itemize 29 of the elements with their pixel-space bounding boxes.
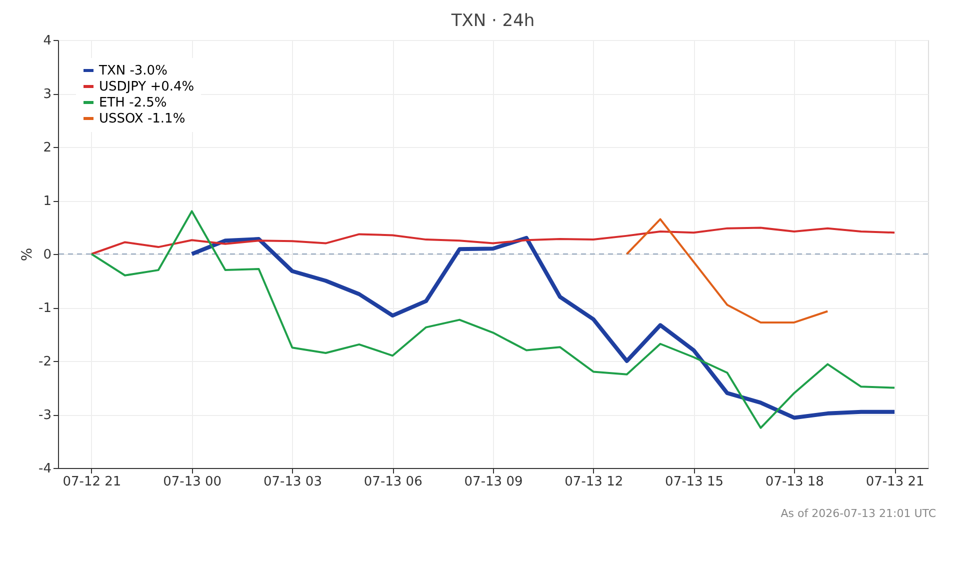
chart-title: TXN · 24h <box>450 11 535 31</box>
line-series <box>626 218 829 324</box>
y-axis-title: % <box>20 248 36 262</box>
x-tick-label: 07-13 03 <box>264 474 322 490</box>
y-tick-label: -2 <box>38 354 52 370</box>
legend-label: TXN -3.0% <box>98 64 168 78</box>
legend-label: USDJPY +0.4% <box>99 80 194 94</box>
y-tick-label: 0 <box>43 248 52 262</box>
text: As of 2026-07-13 21:01 UTC <box>780 507 936 520</box>
y-tick-label: 2 <box>43 140 52 156</box>
x-tick-label: 07-13 18 <box>765 474 824 490</box>
y-tick-label: -4 <box>38 462 52 476</box>
x-tick-label: 07-13 12 <box>564 474 624 490</box>
y-tick-label: -1 <box>38 301 52 316</box>
y-tick-label: 3 <box>43 87 52 102</box>
x-tick-label: 07-13 09 <box>464 474 523 490</box>
y-tick-label: 4 <box>43 34 52 48</box>
line-series <box>190 236 897 420</box>
legend-label: ETH -2.5% <box>99 96 167 110</box>
line-series <box>90 210 896 429</box>
y-tick-label: 1 <box>43 194 52 209</box>
x-tick-label: 07-13 15 <box>665 474 724 490</box>
x-tick-label: 07-13 21 <box>866 474 924 490</box>
y-tick-label: -3 <box>38 408 52 423</box>
x-tick-label: 07-12 21 <box>62 474 122 490</box>
line-series <box>90 226 896 255</box>
x-tick-label: 07-13 06 <box>364 474 422 490</box>
legend-label: USSOX -1.1% <box>99 112 186 126</box>
x-tick-label: 07-13 00 <box>163 474 222 490</box>
